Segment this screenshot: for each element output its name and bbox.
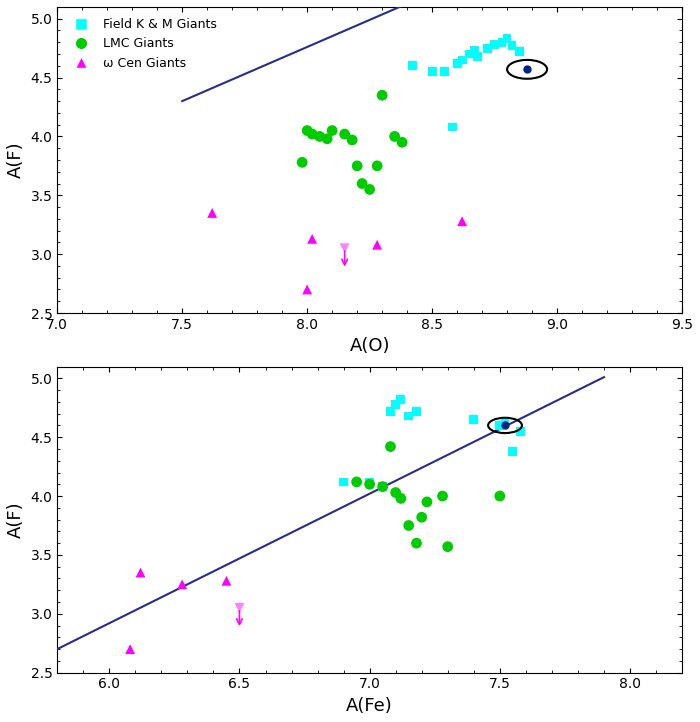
Point — [364, 183, 375, 195]
Point — [351, 476, 362, 487]
Point — [307, 129, 318, 140]
Point — [385, 406, 396, 417]
Point — [514, 46, 525, 58]
Legend: Field K & M Giants, LMC Giants, ω Cen Giants: Field K & M Giants, LMC Giants, ω Cen Gi… — [64, 13, 223, 74]
Point — [472, 51, 483, 62]
Point — [302, 125, 313, 136]
Point — [364, 476, 375, 487]
Point — [395, 393, 407, 405]
X-axis label: A(O): A(O) — [349, 337, 390, 355]
Point — [339, 243, 350, 254]
Point — [407, 60, 418, 71]
Point — [176, 578, 188, 590]
Point — [447, 121, 458, 133]
Point — [234, 602, 245, 614]
Point — [364, 479, 375, 490]
Point — [321, 133, 332, 144]
Point — [499, 416, 510, 427]
Point — [469, 45, 480, 56]
Point — [507, 40, 518, 51]
Point — [499, 419, 510, 431]
Y-axis label: A(F): A(F) — [7, 501, 25, 538]
Point — [339, 129, 350, 140]
Point — [437, 490, 448, 502]
Point — [327, 125, 338, 136]
Point — [125, 643, 136, 655]
X-axis label: A(Fe): A(Fe) — [346, 697, 393, 715]
Point — [389, 131, 400, 142]
Point — [377, 481, 388, 492]
Point — [356, 178, 368, 189]
Point — [442, 541, 454, 552]
Point — [314, 131, 326, 142]
Point — [403, 410, 414, 422]
Point — [221, 575, 232, 586]
Point — [396, 136, 407, 148]
Point — [464, 48, 475, 60]
Point — [411, 406, 422, 417]
Point — [496, 37, 507, 48]
Point — [395, 492, 407, 504]
Point — [515, 425, 526, 437]
Point — [456, 54, 468, 66]
Point — [468, 414, 480, 425]
Point — [372, 160, 383, 172]
Point — [297, 157, 308, 168]
Point — [522, 64, 533, 75]
Point — [307, 233, 318, 245]
Point — [508, 445, 519, 457]
Point — [385, 441, 396, 453]
Point — [482, 43, 493, 54]
Point — [338, 476, 349, 487]
Point — [421, 496, 433, 508]
Point — [390, 399, 401, 410]
Point — [494, 490, 505, 502]
Point — [377, 90, 388, 101]
Point — [439, 66, 450, 77]
Point — [372, 239, 383, 251]
Point — [351, 160, 363, 172]
Point — [403, 520, 414, 531]
Point — [135, 567, 146, 578]
Point — [411, 537, 422, 549]
Point — [206, 207, 218, 219]
Point — [489, 39, 500, 51]
Point — [426, 66, 438, 77]
Point — [346, 134, 358, 146]
Point — [390, 487, 401, 498]
Point — [501, 33, 512, 45]
Point — [377, 481, 388, 492]
Point — [302, 284, 313, 295]
Point — [456, 215, 468, 227]
Point — [452, 58, 463, 69]
Point — [416, 511, 427, 523]
Y-axis label: A(F): A(F) — [7, 142, 25, 178]
Point — [494, 419, 505, 431]
